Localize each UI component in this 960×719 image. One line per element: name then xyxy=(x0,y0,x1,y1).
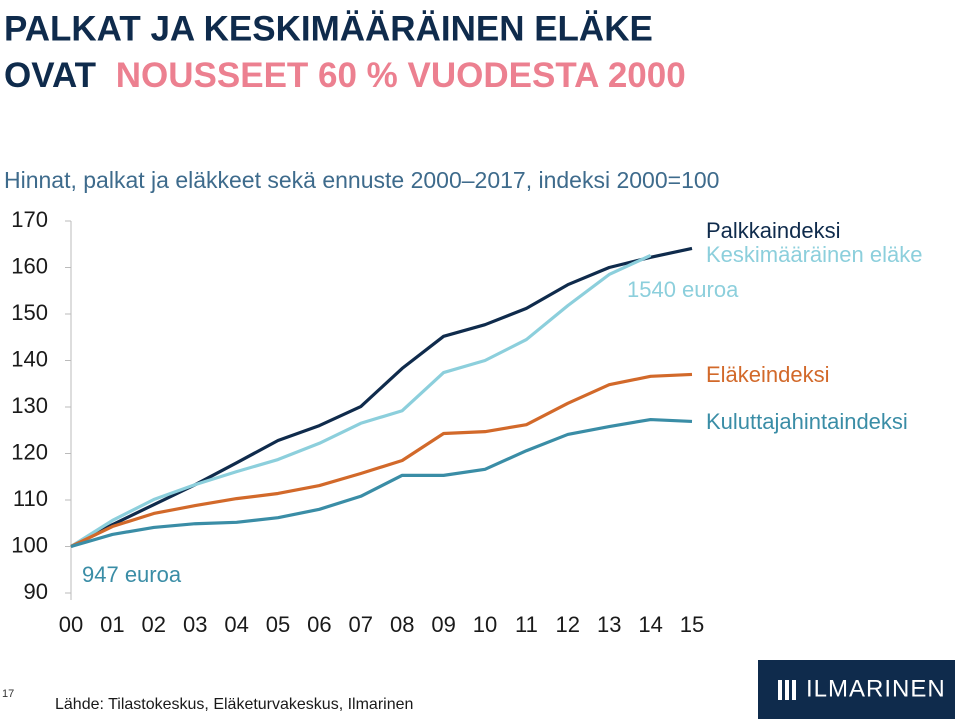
x-tick-label: 08 xyxy=(390,612,414,637)
y-tick-label: 100 xyxy=(11,532,48,557)
title-part: OVAT xyxy=(4,56,96,95)
y-tick-label: 90 xyxy=(24,579,48,604)
x-tick-label: 15 xyxy=(680,612,704,637)
x-tick-label: 11 xyxy=(515,612,538,637)
page-number: 17 xyxy=(2,688,14,700)
x-tick-label: 00 xyxy=(59,612,83,637)
x-tick-label: 14 xyxy=(638,612,662,637)
x-tick-label: 03 xyxy=(183,612,207,637)
x-tick-label: 01 xyxy=(100,612,124,637)
series-line xyxy=(70,417,693,549)
y-tick-label: 150 xyxy=(11,300,48,325)
legend-label: Palkkaindeksi xyxy=(706,218,841,243)
x-tick-label: 12 xyxy=(556,612,580,637)
y-tick-label: 130 xyxy=(11,393,48,418)
source: Lähde: Tilastokeskus, Eläketurvakeskus, … xyxy=(55,696,413,713)
x-tick-label: 07 xyxy=(349,612,373,637)
legend-label: Keskimääräinen eläke xyxy=(706,242,922,267)
y-tick-label: 140 xyxy=(11,346,48,371)
legend-label: Eläkeindeksi xyxy=(706,362,830,387)
y-tick-label: 170 xyxy=(11,207,48,232)
x-tick-label: 04 xyxy=(224,612,248,637)
chart-title-line2: OVAT NOUSSEET 60 % VUODESTA 2000 xyxy=(4,56,686,95)
logo-icon xyxy=(778,680,796,700)
y-tick-label: 160 xyxy=(11,253,48,278)
logo-text: ILMARINEN xyxy=(806,675,946,702)
x-tick-label: 06 xyxy=(307,612,331,637)
logo-box xyxy=(758,660,955,719)
x-tick-label: 09 xyxy=(431,612,455,637)
legend-label: Kuluttajahintaindeksi xyxy=(706,409,908,434)
series-line xyxy=(70,253,652,548)
x-tick-label: 05 xyxy=(266,612,290,637)
y-tick-label: 120 xyxy=(11,439,48,464)
annotation: 947 euroa xyxy=(82,562,182,587)
x-tick-label: 10 xyxy=(473,612,497,637)
title-highlight: NOUSSEET 60 % VUODESTA 2000 xyxy=(116,56,686,95)
x-tick-label: 13 xyxy=(597,612,621,637)
y-tick-label: 110 xyxy=(13,486,48,511)
x-tick-label: 02 xyxy=(142,612,166,637)
series-line xyxy=(70,246,693,548)
subtitle: Hinnat, palkat ja eläkkeet sekä ennuste … xyxy=(4,167,719,193)
annotation: 1540 euroa xyxy=(627,277,739,302)
series-line xyxy=(70,372,693,548)
chart-title: PALKAT JA KESKIMÄÄRÄINEN ELÄKE xyxy=(4,9,653,48)
